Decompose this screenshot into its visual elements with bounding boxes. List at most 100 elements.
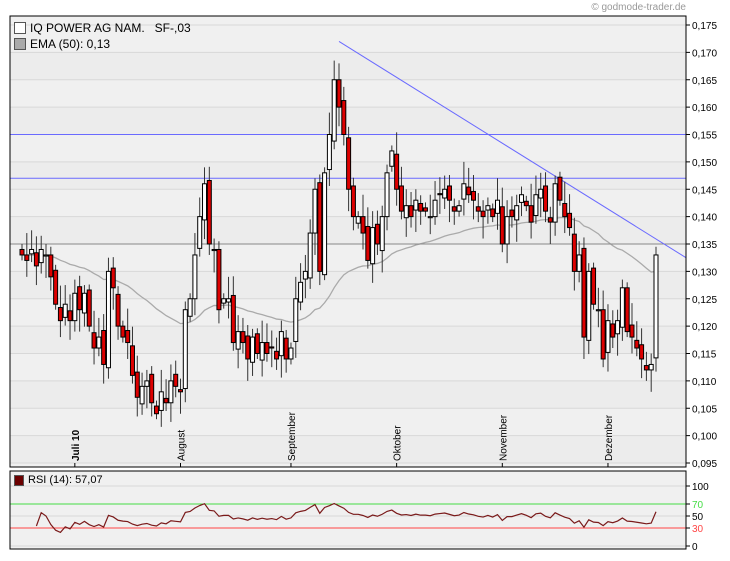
legend-instrument: IQ POWER AG NAM. SF-,03 [14, 21, 191, 35]
candle-body [67, 310, 73, 322]
candle-body [178, 389, 183, 393]
candle-body [144, 380, 150, 387]
candle-body [298, 281, 304, 303]
candle-body [38, 248, 44, 264]
candle-body [129, 345, 135, 376]
candle-body [235, 331, 241, 350]
candle-body [29, 248, 35, 255]
candle-body [158, 391, 164, 411]
y-tick-label: 0,110 [692, 377, 717, 388]
candle-body [422, 207, 428, 212]
y-tick-label: 0,115 [692, 350, 717, 361]
candle-body [398, 185, 404, 212]
candle-body [259, 342, 265, 361]
candle-body [86, 289, 92, 327]
y-tick-label: 0,155 [692, 131, 717, 142]
candle-body [202, 183, 208, 221]
candle-body [254, 333, 260, 355]
candle-body [221, 298, 227, 304]
candle-body [581, 247, 587, 338]
candle-body [125, 330, 131, 344]
rsi-line [35, 502, 657, 534]
candle-body [33, 252, 39, 267]
candle-body [336, 79, 342, 108]
candle-body [182, 309, 188, 390]
candle-body [211, 248, 217, 252]
candle-body [245, 335, 251, 360]
candle-body [648, 363, 654, 371]
y-tick-label: 0,175 [692, 21, 717, 32]
candle-body [370, 227, 376, 265]
candle-body [216, 248, 222, 311]
x-tick-label: Juli 10 [71, 429, 82, 461]
candle-body [206, 179, 212, 245]
candle-body [153, 405, 159, 415]
legend-ema: EMA (50): 0,13 [14, 37, 110, 51]
candle-body [595, 309, 601, 312]
y-tick-label: 0,165 [692, 76, 717, 87]
candle-body [173, 373, 179, 387]
candle-body [466, 186, 472, 196]
watermark: © godmode-trader.de [591, 2, 686, 13]
candle-body [101, 330, 107, 365]
candle-body [331, 79, 337, 142]
candle-body [619, 287, 625, 328]
candle-body [639, 344, 645, 360]
rsi-swatch-icon [14, 474, 24, 486]
candle-body [19, 248, 25, 256]
candle-body [495, 199, 500, 214]
candle-body [197, 216, 203, 249]
candle-body [470, 190, 476, 201]
candle-body [437, 193, 443, 196]
candle-body [629, 324, 635, 338]
candle-body [586, 270, 592, 341]
candle-body [475, 206, 481, 212]
candle-body [355, 216, 361, 224]
candle-body [115, 293, 121, 327]
candle-body [110, 267, 116, 289]
candle-body [389, 150, 395, 167]
y-tick-label: 0,105 [692, 404, 717, 415]
candle-body [72, 292, 78, 322]
candle-body [615, 320, 621, 335]
rsi-tick-label: 0 [692, 542, 698, 553]
rsi-tick-label: 30 [692, 524, 704, 535]
legend-instrument-label: IQ POWER AG NAM. SF-,03 [30, 21, 191, 35]
y-tick-label: 0,125 [692, 295, 717, 306]
candle-body [576, 254, 582, 272]
candle-body [187, 298, 193, 317]
candle-body [302, 270, 308, 280]
candle-body [461, 183, 467, 200]
candle-body [653, 254, 659, 359]
candle-body [365, 225, 371, 261]
candle-body [591, 267, 597, 305]
x-tick-label: September [287, 411, 298, 461]
grid-band [10, 435, 686, 463]
candle-body [543, 185, 549, 212]
candle-body [519, 194, 525, 203]
plot-frame [9, 15, 687, 468]
instrument-swatch-icon [14, 22, 26, 34]
legend-rsi: RSI (14): 57,07 [14, 474, 103, 486]
y-tick-label: 0,135 [692, 240, 717, 251]
candle-body [600, 309, 606, 360]
candle-body [552, 183, 558, 223]
y-tick-label: 0,150 [692, 158, 717, 169]
grid-band [10, 52, 686, 80]
x-tick-label: August [177, 430, 188, 461]
candle-body [192, 254, 198, 300]
candle-body [105, 270, 111, 369]
y-tick-label: 0,170 [692, 48, 717, 59]
candle-body [480, 210, 486, 218]
candle-body [427, 216, 433, 219]
candle-body [168, 380, 174, 404]
candle-body [499, 206, 505, 245]
grid-band [10, 107, 686, 135]
candle-body [562, 202, 568, 218]
candle-body [514, 205, 520, 221]
x-tick-label: Dezember [604, 414, 615, 461]
candle-body [322, 172, 328, 276]
candle-body [538, 188, 544, 199]
candle-body [96, 336, 102, 349]
